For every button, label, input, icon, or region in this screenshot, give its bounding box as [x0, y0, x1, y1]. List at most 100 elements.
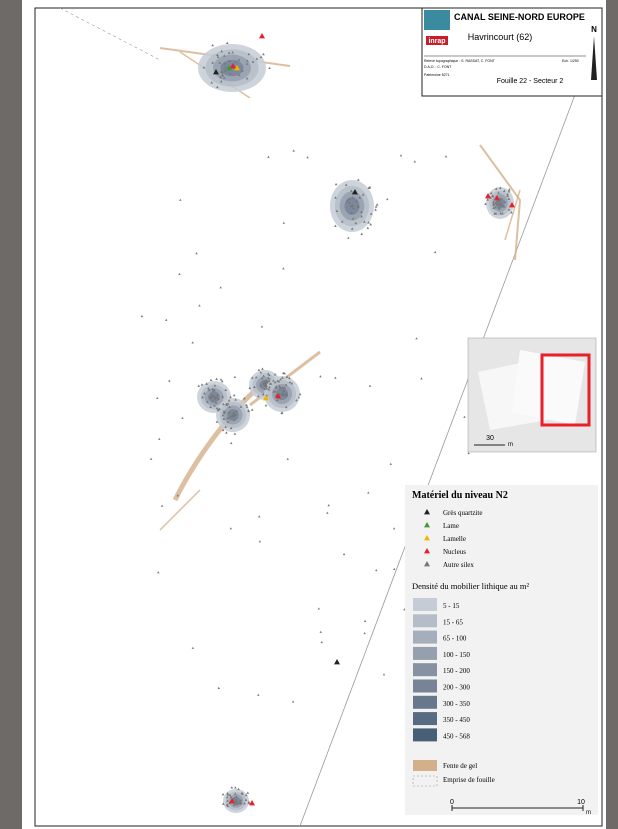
find: [273, 380, 277, 384]
find: [267, 373, 271, 377]
find: [272, 379, 275, 382]
find: [191, 646, 195, 649]
find: [413, 160, 417, 163]
find: [191, 341, 194, 344]
find: [492, 202, 496, 206]
find: [245, 403, 248, 407]
scalebar-label: 0: [450, 799, 454, 806]
find: [355, 199, 358, 203]
find: [230, 786, 234, 789]
find: [232, 418, 236, 421]
find: [503, 200, 507, 203]
find: [140, 314, 144, 318]
find: [233, 432, 237, 435]
find: [210, 81, 214, 84]
find: [262, 382, 265, 386]
find: [243, 802, 246, 805]
legend-swatch: [412, 775, 438, 787]
find: [317, 607, 320, 610]
find: [250, 376, 254, 379]
find: [234, 398, 237, 401]
find: [229, 798, 235, 804]
find: [198, 304, 201, 307]
find: [260, 376, 264, 380]
credit: Relevé topographique : S. RASSAT, C. FON…: [424, 59, 496, 63]
find: [399, 154, 403, 157]
find: [268, 385, 271, 389]
scalebar-unit: m: [586, 810, 591, 816]
find: [374, 208, 377, 211]
find: [245, 62, 249, 65]
find: [507, 197, 511, 200]
find: [220, 379, 224, 383]
find: [489, 191, 493, 195]
find: [335, 209, 339, 212]
find: [228, 72, 232, 75]
find: [228, 405, 231, 408]
find: [282, 221, 285, 224]
find: [363, 619, 367, 623]
find: [228, 793, 232, 797]
find: [280, 393, 284, 396]
find: [227, 399, 231, 402]
find: [276, 398, 279, 401]
legend-swatch: [413, 728, 437, 742]
find: [348, 201, 351, 204]
find: [228, 59, 231, 63]
find: [375, 203, 379, 206]
find: [210, 395, 213, 398]
find: [233, 412, 236, 415]
inset-area: [512, 350, 585, 425]
title-box: [421, 7, 603, 97]
find: [288, 376, 291, 380]
find: [226, 65, 232, 71]
find: [327, 504, 330, 507]
find: [491, 194, 494, 198]
frame: [34, 7, 603, 827]
find: [226, 420, 230, 423]
find: [281, 385, 285, 389]
find: [262, 52, 265, 56]
find: [283, 386, 286, 389]
find: [499, 211, 502, 215]
find: [223, 66, 227, 69]
find: [221, 395, 224, 398]
logo-text: inrap: [428, 38, 445, 45]
find: [510, 211, 513, 214]
find: [231, 51, 234, 54]
find: [211, 61, 215, 64]
find: [233, 375, 237, 378]
legend-label: 15 - 65: [443, 618, 463, 626]
find: [158, 437, 161, 440]
find: [211, 43, 214, 47]
find: [508, 188, 511, 191]
find: [382, 673, 386, 676]
find: [350, 211, 353, 214]
north-arrow: [591, 36, 597, 80]
find: [212, 395, 216, 399]
find: [246, 791, 250, 794]
find: [245, 77, 249, 80]
find: [247, 409, 250, 412]
find: [216, 55, 220, 58]
find: [220, 49, 223, 53]
find: [347, 236, 350, 239]
find: [213, 388, 216, 392]
find: [334, 376, 337, 379]
find: [222, 402, 225, 406]
find: [265, 384, 268, 387]
find: [263, 380, 266, 384]
find: [352, 189, 358, 195]
find: [267, 376, 270, 380]
excavation-limit: [59, 7, 161, 61]
find: [366, 226, 370, 229]
find: [499, 198, 502, 201]
excavation-limit: [299, 59, 589, 827]
find: [237, 801, 241, 805]
find: [257, 693, 260, 696]
legend-swatch: [413, 712, 437, 726]
find: [225, 41, 229, 44]
find: [283, 390, 286, 393]
find: [392, 527, 396, 530]
find: [267, 155, 270, 158]
